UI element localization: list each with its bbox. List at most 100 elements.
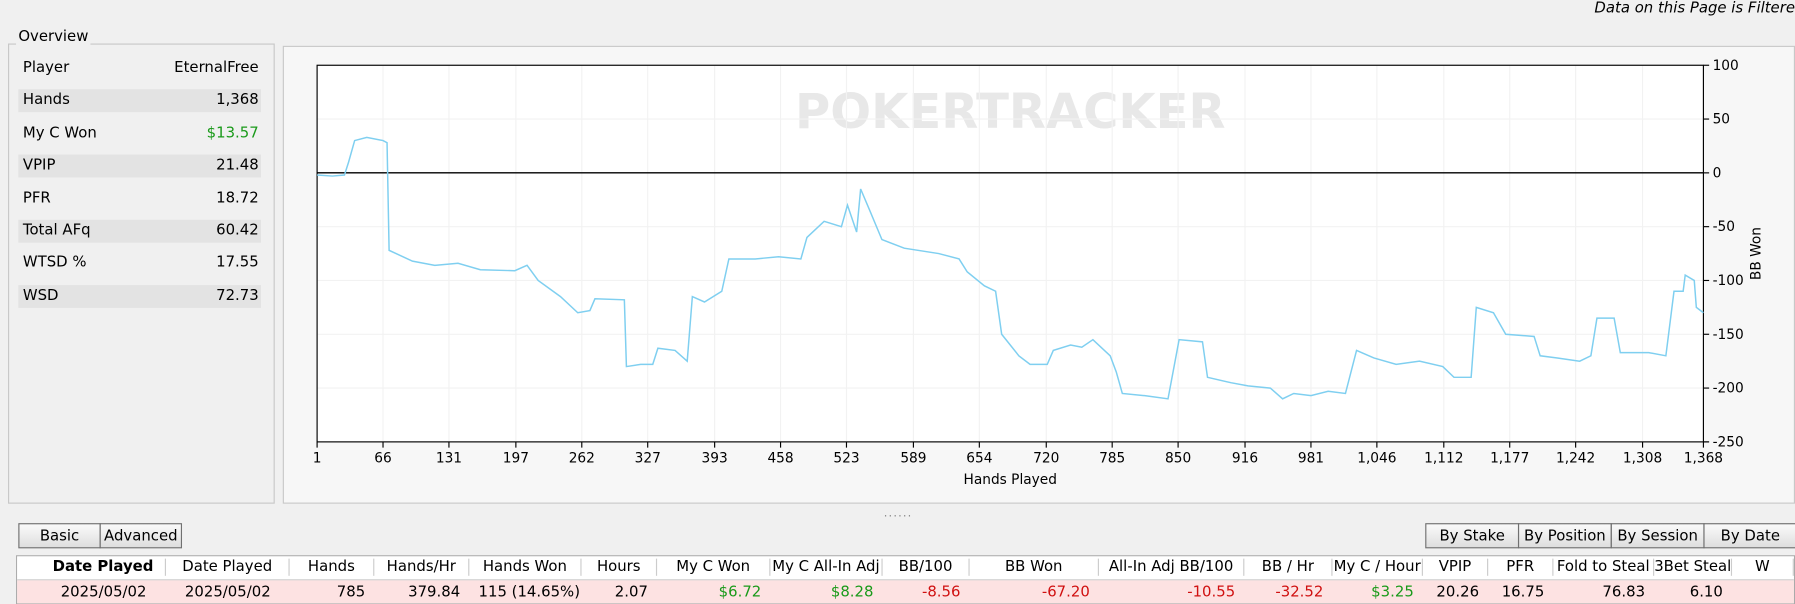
overview-label: My C Won	[22, 124, 97, 142]
y-tick-label: -200	[1713, 381, 1744, 397]
chart: POKERTRACKER 100 50 0 -50 -100 -150 -200 -250 1 66…	[313, 58, 1765, 488]
column-header[interactable]: Hands Won	[469, 558, 582, 576]
splitter[interactable]: ......	[883, 507, 913, 520]
x-tick-label: 393	[702, 450, 728, 466]
x-tick-label: 720	[1033, 450, 1059, 466]
column-header[interactable]: VPIP	[1423, 558, 1489, 576]
overview-label: WTSD %	[22, 254, 87, 272]
x-tick-label: 197	[503, 450, 529, 466]
x-tick-label: 1,112	[1424, 450, 1463, 466]
x-tick-label: 1,046	[1357, 450, 1396, 466]
x-tick-label: 1,368	[1684, 450, 1723, 466]
column-header[interactable]: BB / Hr	[1244, 558, 1333, 576]
column-header[interactable]: All-In Adj BB/100	[1099, 558, 1245, 576]
line-series	[317, 136, 1704, 400]
overview-label: Player	[22, 59, 70, 77]
column-header[interactable]: My C / Hour	[1333, 558, 1423, 576]
button[interactable]: By Session	[1610, 523, 1705, 549]
y-tick-label: -50	[1713, 219, 1735, 235]
table-cell: 76.83	[1602, 583, 1646, 602]
table-cell: $3.25	[1371, 583, 1414, 602]
table-cell: 115 (14.65%)	[478, 583, 581, 602]
x-tick-label: 916	[1232, 450, 1258, 466]
overview-label: VPIP	[22, 157, 56, 175]
x-tick-label: 1,177	[1490, 450, 1529, 466]
table-cell: -32.52	[1275, 583, 1324, 602]
y-tick-label: 0	[1713, 165, 1722, 181]
y-tick-label: -100	[1713, 273, 1744, 289]
column-header[interactable]: BB/100	[883, 558, 970, 576]
y-axis-label: BB Won	[1749, 227, 1765, 280]
overview-value: EternalFree	[174, 59, 259, 77]
x-axis-label: Hands Played	[964, 472, 1057, 488]
x-tick-label: 131	[436, 450, 462, 466]
column-header[interactable]: Hands/Hr	[374, 558, 470, 576]
table-cell: 2.07	[614, 583, 648, 602]
x-tick-label: 262	[569, 450, 595, 466]
y-tick-label: 100	[1713, 58, 1739, 74]
button[interactable]: By Date	[1703, 523, 1795, 549]
x-tick-label: 785	[1099, 450, 1125, 466]
header-bg	[17, 556, 1794, 581]
button[interactable]: Advanced	[99, 523, 183, 549]
column-header[interactable]: Date Played	[166, 558, 290, 576]
overview-label: PFR	[22, 189, 51, 207]
watermark: POKERTRACKER	[795, 84, 1226, 140]
table-cell: -10.55	[1187, 583, 1236, 602]
y-tick-label: -250	[1713, 434, 1744, 450]
x-tick-label: 458	[767, 450, 793, 466]
column-header[interactable]: Fold to Steal	[1553, 558, 1655, 576]
overview-row-bg	[18, 284, 262, 308]
x-tick-label: 654	[966, 450, 992, 466]
button[interactable]: Basic	[18, 523, 101, 549]
overview-value: 17.55	[216, 254, 259, 272]
column-header[interactable]: 3Bet Steal	[1654, 558, 1733, 576]
column-header[interactable]: PFR	[1488, 558, 1554, 576]
x-tick-label: 1,308	[1623, 450, 1662, 466]
filter-note: Data on this Page is Filtere	[1594, 0, 1795, 18]
overview-value: 1,368	[216, 92, 259, 110]
table-cell: 6.10	[1689, 583, 1723, 602]
x-tick-label: 523	[833, 450, 859, 466]
overview-value: 60.42	[216, 222, 259, 240]
overview-row-bg	[18, 154, 262, 178]
overview-label: Total AFq	[22, 222, 91, 240]
x-tick-label: 1,242	[1556, 450, 1595, 466]
column-header[interactable]: My C Won	[657, 558, 771, 576]
column-header[interactable]: BB Won	[970, 558, 1099, 576]
table-cell: 379.84	[408, 583, 461, 602]
column-header[interactable]: Hours	[582, 558, 658, 576]
plot-area	[317, 65, 1704, 442]
table-cell: 785	[336, 583, 366, 602]
x-tick-label: 327	[635, 450, 661, 466]
x-tick-label: 850	[1165, 450, 1191, 466]
table-cell: $8.28	[830, 583, 874, 602]
plot-frame	[316, 64, 1704, 443]
y-tick-label: -150	[1713, 327, 1744, 343]
overview-title: Overview	[16, 28, 91, 46]
button[interactable]: By Stake	[1425, 523, 1520, 549]
x-tick-label: 589	[900, 450, 926, 466]
table-cell: 16.75	[1501, 583, 1545, 602]
table-cell: 2025/05/02	[184, 583, 271, 602]
overview-row-bg	[18, 219, 262, 243]
overview-value: 72.73	[216, 287, 259, 305]
button[interactable]: By Position	[1517, 523, 1612, 549]
overview-value: 21.48	[216, 157, 259, 175]
overview-row-bg	[18, 89, 262, 113]
column-header[interactable]: My C All-In Adj	[770, 558, 883, 576]
table-cell: 2025/05/02	[60, 583, 147, 602]
x-tick-label: 66	[374, 450, 391, 466]
column-header[interactable]: W	[1732, 558, 1794, 576]
column-header[interactable]: Date Played	[41, 558, 166, 576]
table-cell: $6.72	[718, 583, 762, 602]
x-tick-label: 981	[1298, 450, 1324, 466]
column-header[interactable]: Hands	[290, 558, 375, 576]
overview-box	[8, 43, 275, 504]
x-tick-label: 1	[313, 450, 322, 466]
overview-label: Hands	[22, 92, 70, 110]
overview-value: $13.57	[206, 124, 259, 142]
overview-value: 18.72	[216, 189, 259, 207]
